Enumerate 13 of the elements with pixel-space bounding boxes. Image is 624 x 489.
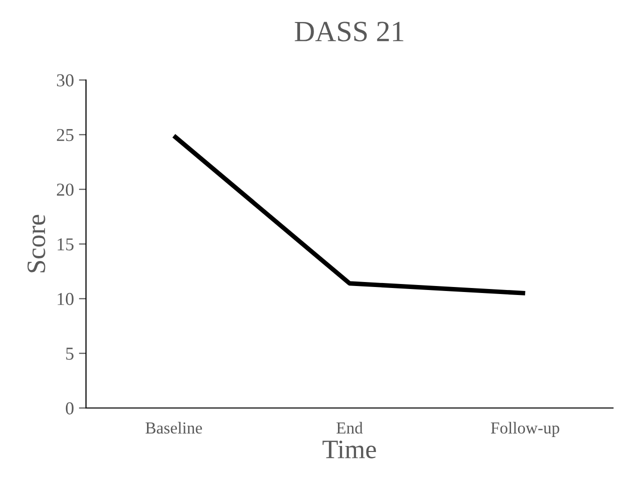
y-tick-label: 20 [56, 184, 74, 196]
y-tick-label: 15 [58, 238, 74, 250]
y-tick-label: 0 [66, 402, 74, 414]
x-axis-title: Time [322, 440, 376, 458]
y-tick-label: 25 [56, 128, 74, 142]
y-tick-label: 10 [58, 292, 74, 306]
x-tick-label: Follow-up [490, 422, 560, 438]
x-tick-label: Baseline [146, 422, 202, 434]
y-axis-title: Score [27, 214, 46, 272]
chart-title: DASS 21 [294, 22, 404, 42]
y-tick-label: 30 [57, 74, 74, 86]
y-tick-label: 5 [66, 348, 74, 360]
x-tick-label: End [336, 422, 363, 434]
